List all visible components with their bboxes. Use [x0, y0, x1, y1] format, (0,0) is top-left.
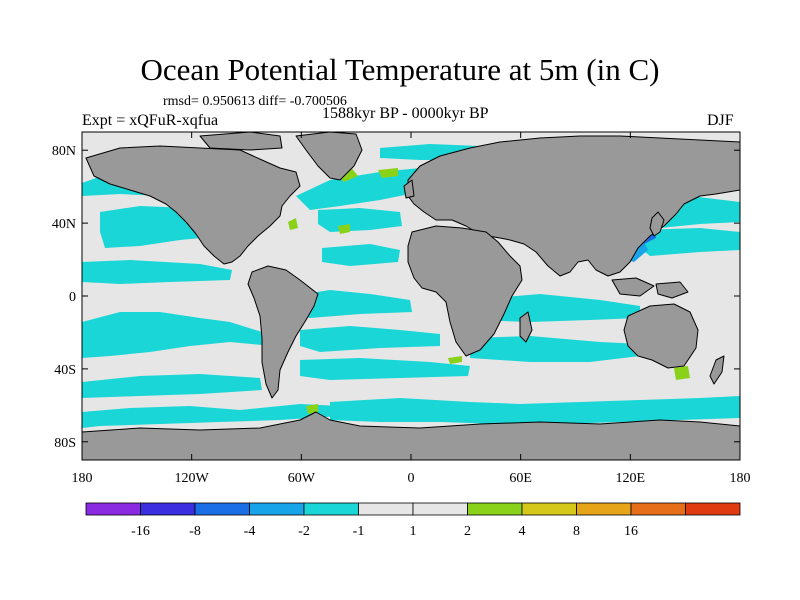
colorbar-label: 16	[624, 524, 638, 539]
landmass	[611, 277, 655, 297]
x-tick-label: 120E	[616, 471, 646, 486]
y-axis: 80N 40N 0 40S 80S	[52, 144, 740, 451]
y-tick-label: 40N	[52, 217, 76, 232]
anomaly-region	[82, 374, 262, 398]
landmass	[623, 303, 699, 369]
anomaly-region	[82, 404, 340, 428]
land-masses	[82, 132, 740, 460]
anomaly-region	[470, 294, 640, 322]
anomaly-region	[640, 228, 740, 256]
anomaly-region	[300, 326, 440, 352]
colorbar-segment	[467, 502, 523, 516]
landmass	[247, 265, 319, 399]
anomaly-region	[306, 404, 318, 414]
season-label: DJF	[707, 112, 734, 129]
x-tick-label: 0	[408, 471, 415, 486]
y-tick-label: 40S	[54, 363, 76, 378]
anomaly-region	[82, 312, 262, 358]
anomaly-region	[300, 358, 470, 380]
colorbar-segment	[576, 502, 632, 516]
colorbar-segment	[685, 502, 741, 516]
anomaly-region	[288, 218, 298, 230]
anomaly-region	[674, 366, 690, 380]
landmass	[649, 211, 665, 237]
anomaly-region	[82, 260, 232, 284]
anomaly-region	[338, 224, 350, 234]
landmass	[655, 281, 689, 299]
colorbar-label: 1	[410, 524, 417, 539]
map-area	[82, 132, 740, 460]
anomaly-region	[470, 336, 640, 362]
colorbar-label: -2	[298, 524, 310, 539]
landmass	[85, 145, 301, 265]
colorbar: -16 -8 -4 -2 -1 1 2 4 8 16	[85, 502, 741, 539]
colorbar-segment	[85, 502, 141, 516]
x-axis: 180 120W 60W 0 60E 120E 180	[72, 132, 751, 486]
colorbar-label: -16	[131, 524, 150, 539]
period-label: 1588kyr BP - 0000kyr BP	[322, 105, 489, 122]
colorbar-label: 4	[519, 524, 526, 539]
y-tick-label: 0	[69, 290, 76, 305]
colorbar-segment	[249, 502, 305, 516]
landmass	[519, 311, 533, 343]
anomaly-region	[292, 290, 412, 318]
anomaly-region	[378, 168, 398, 178]
x-tick-label: 180	[730, 471, 751, 486]
anomaly-region	[448, 356, 462, 364]
colorbar-segment	[521, 502, 577, 516]
y-tick-label: 80N	[52, 144, 76, 159]
chart-title: Ocean Potential Temperature at 5m (in C)	[140, 52, 660, 87]
x-tick-label: 180	[72, 471, 93, 486]
landmass	[403, 179, 415, 199]
colorbar-segment	[303, 502, 359, 516]
x-tick-label: 60W	[288, 471, 316, 486]
colorbar-label: -4	[244, 524, 256, 539]
colorbar-label: 2	[464, 524, 471, 539]
colorbar-segment	[358, 502, 414, 516]
landmass	[709, 355, 725, 385]
y-tick-label: 80S	[54, 436, 76, 451]
anomaly-region	[322, 244, 400, 266]
landmass	[407, 225, 523, 357]
x-tick-label: 120W	[175, 471, 210, 486]
colorbar-segment	[140, 502, 196, 516]
experiment-label: Expt = xQFuR-xqfua	[82, 112, 219, 129]
colorbar-label: 8	[573, 524, 580, 539]
anomaly-region	[296, 168, 440, 210]
landmass	[199, 132, 283, 151]
colorbar-label: -8	[189, 524, 201, 539]
stats-text: rmsd= 0.950613 diff= -0.700506	[163, 94, 347, 109]
colorbar-segment	[630, 502, 686, 516]
landmass	[82, 411, 740, 460]
anomaly-region	[330, 396, 740, 424]
colorbar-label: -1	[353, 524, 365, 539]
colorbar-segment	[412, 502, 468, 516]
x-tick-label: 60E	[509, 471, 532, 486]
colorbar-segment	[194, 502, 250, 516]
landmass	[295, 132, 363, 181]
